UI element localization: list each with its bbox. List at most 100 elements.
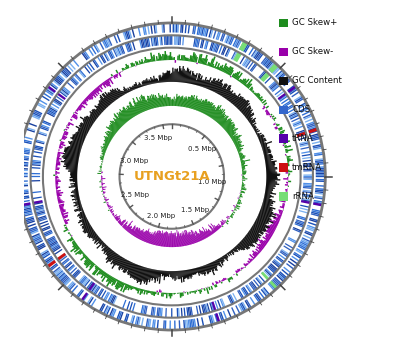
Wedge shape	[104, 246, 109, 252]
Wedge shape	[36, 213, 46, 216]
Wedge shape	[164, 293, 165, 294]
Wedge shape	[222, 256, 224, 259]
Wedge shape	[183, 270, 185, 279]
Wedge shape	[64, 261, 72, 268]
Wedge shape	[261, 144, 267, 147]
Wedge shape	[232, 51, 238, 60]
Wedge shape	[303, 190, 312, 192]
Wedge shape	[80, 103, 86, 108]
Wedge shape	[215, 260, 219, 266]
Wedge shape	[40, 251, 49, 257]
Wedge shape	[187, 270, 190, 279]
Wedge shape	[188, 71, 192, 84]
Wedge shape	[226, 221, 228, 222]
Wedge shape	[182, 99, 184, 107]
Wedge shape	[129, 302, 133, 311]
Wedge shape	[275, 122, 276, 123]
Wedge shape	[158, 270, 160, 277]
Wedge shape	[100, 98, 108, 107]
Wedge shape	[101, 163, 102, 164]
Wedge shape	[83, 122, 91, 128]
Wedge shape	[190, 234, 194, 244]
Wedge shape	[271, 65, 278, 73]
Wedge shape	[56, 189, 57, 191]
Wedge shape	[92, 267, 99, 275]
Wedge shape	[163, 232, 166, 247]
Wedge shape	[126, 108, 133, 118]
Wedge shape	[82, 226, 92, 232]
Wedge shape	[273, 123, 276, 125]
Wedge shape	[136, 266, 142, 281]
Wedge shape	[132, 98, 141, 113]
Wedge shape	[157, 292, 159, 295]
Wedge shape	[194, 25, 196, 34]
Wedge shape	[130, 66, 132, 67]
Wedge shape	[126, 42, 130, 52]
Wedge shape	[101, 170, 102, 171]
Wedge shape	[121, 223, 124, 226]
Wedge shape	[70, 145, 81, 150]
Wedge shape	[104, 197, 107, 199]
Text: 1.0 Mbp: 1.0 Mbp	[198, 179, 226, 185]
Wedge shape	[223, 278, 225, 281]
Wedge shape	[114, 88, 121, 97]
Wedge shape	[39, 249, 48, 255]
Wedge shape	[242, 42, 248, 51]
Wedge shape	[125, 284, 128, 290]
Wedge shape	[268, 225, 276, 230]
Wedge shape	[196, 25, 200, 35]
Wedge shape	[219, 115, 228, 125]
Wedge shape	[143, 305, 146, 315]
Wedge shape	[296, 248, 305, 254]
Wedge shape	[69, 267, 77, 275]
Wedge shape	[64, 148, 80, 154]
Wedge shape	[178, 96, 180, 106]
Wedge shape	[301, 151, 311, 154]
Wedge shape	[115, 256, 122, 266]
Wedge shape	[242, 184, 244, 185]
Wedge shape	[300, 142, 309, 146]
Wedge shape	[133, 85, 136, 90]
Wedge shape	[227, 220, 229, 222]
Wedge shape	[202, 58, 206, 65]
Wedge shape	[265, 233, 272, 238]
Wedge shape	[241, 174, 242, 175]
Wedge shape	[181, 293, 182, 297]
Wedge shape	[104, 140, 110, 144]
Wedge shape	[110, 77, 112, 79]
Wedge shape	[94, 89, 100, 95]
Wedge shape	[213, 29, 217, 39]
Wedge shape	[200, 266, 204, 274]
Wedge shape	[273, 217, 280, 221]
Wedge shape	[247, 233, 258, 242]
Wedge shape	[221, 280, 223, 282]
Wedge shape	[204, 304, 208, 313]
Wedge shape	[155, 79, 156, 83]
Wedge shape	[251, 122, 256, 126]
Wedge shape	[138, 64, 140, 65]
Wedge shape	[64, 66, 72, 74]
Wedge shape	[214, 80, 222, 92]
Wedge shape	[56, 159, 59, 161]
Wedge shape	[74, 247, 80, 253]
Wedge shape	[84, 116, 94, 124]
Wedge shape	[217, 226, 220, 229]
Wedge shape	[282, 205, 284, 207]
Wedge shape	[303, 166, 313, 167]
Wedge shape	[162, 95, 164, 106]
Wedge shape	[109, 206, 113, 209]
Wedge shape	[35, 139, 45, 143]
Wedge shape	[266, 175, 280, 176]
Wedge shape	[175, 233, 177, 247]
Wedge shape	[56, 165, 58, 166]
Wedge shape	[246, 112, 254, 119]
Wedge shape	[72, 270, 80, 278]
Wedge shape	[165, 35, 167, 45]
Wedge shape	[126, 110, 132, 118]
Wedge shape	[206, 27, 209, 37]
Wedge shape	[55, 176, 58, 177]
Wedge shape	[164, 271, 166, 280]
Wedge shape	[78, 275, 85, 283]
Wedge shape	[276, 257, 284, 264]
Wedge shape	[127, 263, 134, 275]
